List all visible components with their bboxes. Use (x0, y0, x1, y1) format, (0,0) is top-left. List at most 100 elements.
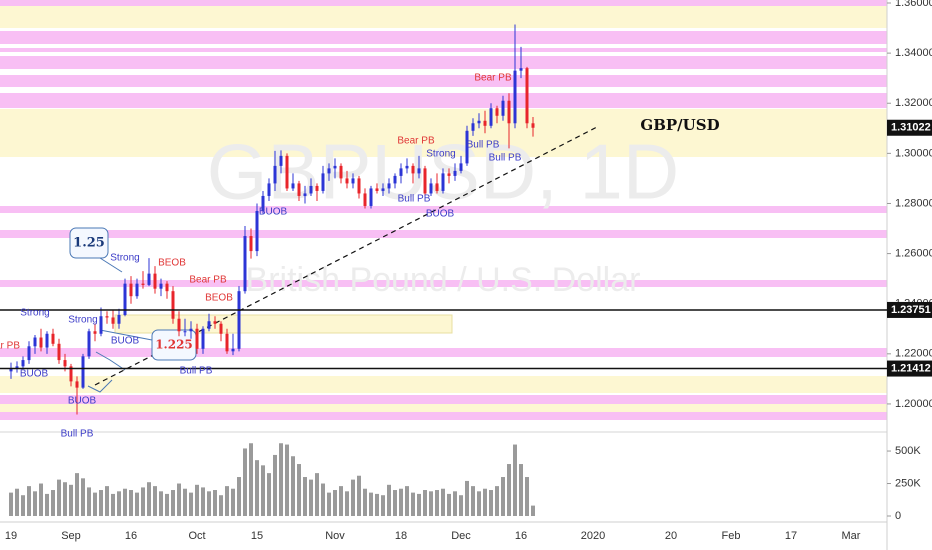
volume-bar (291, 456, 295, 516)
volume-bar (423, 490, 427, 516)
candle-body (321, 173, 325, 191)
volume-bar (141, 487, 145, 516)
candle-body (75, 381, 79, 388)
volume-bar (51, 490, 55, 516)
x-tick-label: Sep (61, 530, 81, 542)
volume-bar (363, 488, 367, 516)
volume-tick-label: 500K (895, 445, 921, 457)
volume-bar (429, 491, 433, 516)
volume-tick-label: 250K (895, 477, 921, 489)
volume-bar (165, 493, 169, 516)
candle-body (207, 321, 211, 329)
candle-body (501, 100, 505, 116)
volume-bar (387, 484, 391, 516)
volume-bar (159, 491, 163, 516)
candle-body (531, 123, 535, 128)
callout-pointer (95, 329, 153, 371)
candle-body (27, 346, 31, 361)
volume-bar (231, 488, 235, 516)
volume-bar (369, 492, 373, 516)
x-tick-label: 15 (251, 530, 263, 542)
zone (0, 56, 887, 69)
price-label-box (887, 360, 932, 377)
price-label: 1.23751 (891, 304, 931, 316)
annotation: Bear PB (0, 341, 20, 352)
volume-bar (189, 492, 193, 516)
candle-body (417, 168, 421, 174)
candle-body (237, 291, 241, 349)
candle-body (219, 323, 223, 334)
candle-body (333, 165, 337, 169)
volume-bar (459, 495, 463, 516)
price-label: 1.21412 (891, 362, 931, 374)
volume-bar (411, 492, 415, 516)
volume-bar (333, 490, 337, 516)
candle-body (495, 108, 499, 116)
annotation: GBP/USD (640, 116, 719, 134)
candle-body (285, 155, 289, 189)
zone (0, 109, 887, 157)
plot (9, 24, 535, 415)
volume-bar (207, 491, 211, 516)
zone (0, 0, 887, 6)
candle-body (39, 337, 43, 348)
candle-body (357, 178, 361, 194)
volume-bar (405, 486, 409, 516)
volume-bar (117, 491, 121, 516)
candle-body (369, 188, 373, 206)
candle-body (471, 123, 475, 131)
volume-bar (39, 483, 43, 516)
annotation: Bull PB (489, 153, 522, 164)
y-tick-label: 1.36000 (895, 0, 932, 9)
candle-body (297, 183, 301, 196)
annotation: Bear PB (397, 136, 435, 147)
volume-bar (435, 490, 439, 516)
volume-bar (81, 478, 85, 516)
volume-bar (381, 495, 385, 516)
volume-bar (135, 492, 139, 516)
volume-bar (525, 477, 529, 516)
annotation: BUOB (259, 207, 288, 218)
volume-bar (465, 480, 469, 516)
volume-bar (417, 493, 421, 516)
x-tick-label: 17 (785, 530, 797, 542)
volume-bar (303, 477, 307, 516)
candle-body (177, 318, 181, 332)
volume-bar (261, 465, 265, 516)
zone (0, 348, 887, 357)
zone (0, 206, 887, 213)
candle-body (255, 210, 259, 252)
callout-pointer (87, 379, 113, 393)
volume-bar (249, 443, 253, 516)
candle-body (423, 168, 427, 194)
annotation: BEOB (205, 293, 233, 304)
candle-body (249, 236, 253, 252)
candle-body (153, 273, 157, 289)
candle-body (141, 283, 145, 285)
zone (0, 48, 887, 52)
candle-body (21, 360, 25, 367)
volume-bar (105, 486, 109, 516)
candle-body (99, 316, 103, 334)
volume-bar (153, 486, 157, 516)
volume-bar (483, 488, 487, 516)
annotation: BUOB (68, 396, 97, 407)
candle-body (9, 368, 13, 372)
candle-body (81, 356, 85, 388)
candle-body (387, 183, 391, 189)
zone (0, 412, 887, 420)
volume-bar (177, 483, 181, 516)
volume-bar (99, 490, 103, 516)
candle-body (309, 185, 313, 194)
candle-body (147, 273, 151, 285)
volume-bar (15, 488, 19, 516)
volume-bar (219, 495, 223, 516)
volume-bar (441, 488, 445, 516)
zone (0, 75, 887, 87)
volume-bar (195, 484, 199, 516)
annotation: BUOB (20, 369, 49, 380)
volume-bar (69, 484, 73, 516)
volume-bar (75, 473, 79, 516)
candle-body (93, 331, 97, 334)
price-label: 1.31022 (891, 122, 931, 134)
